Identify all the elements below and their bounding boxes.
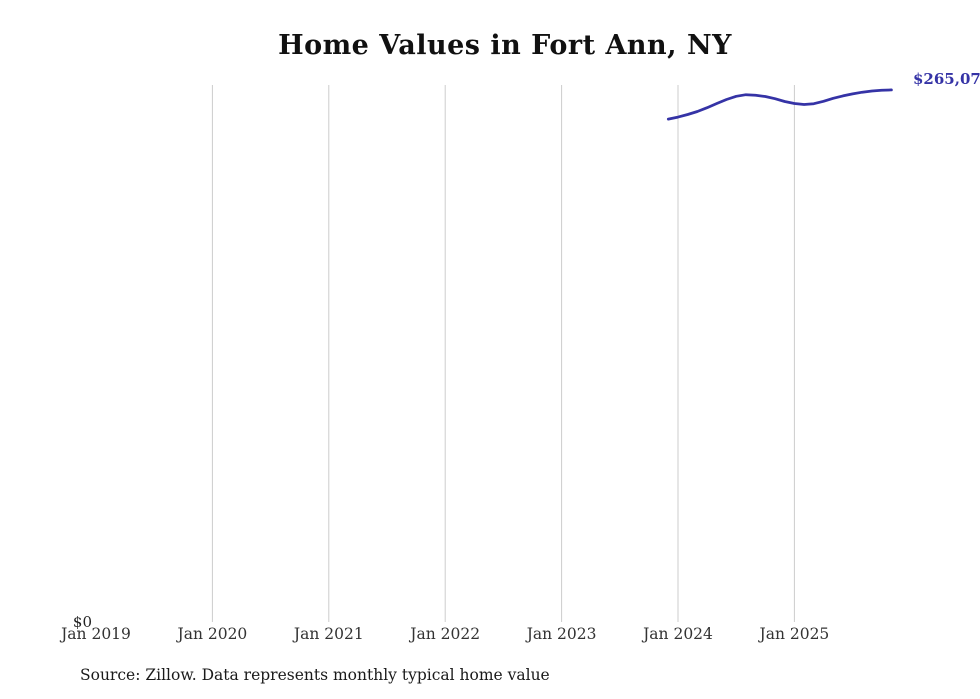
x-axis-tick-label: Jan 2022: [410, 625, 481, 643]
x-axis-tick-label: Jan 2025: [759, 625, 830, 643]
home-value-line: [666, 88, 893, 121]
x-axis-tick-label: Jan 2024: [643, 625, 713, 643]
latest-value-label: $265,077: [913, 70, 980, 88]
chart-title: Home Values in Fort Ann, NY: [278, 30, 732, 61]
x-axis-tick-label: Jan 2021: [293, 625, 364, 643]
x-axis-tick-label: Jan 2019: [61, 625, 131, 643]
source-note: Source: Zillow. Data represents monthly …: [80, 666, 550, 684]
y-axis-zero-label: $0: [72, 613, 92, 631]
x-axis-tick-label: Jan 2020: [177, 625, 248, 643]
x-axis-tick-label: Jan 2023: [526, 625, 597, 643]
